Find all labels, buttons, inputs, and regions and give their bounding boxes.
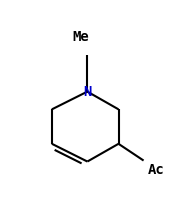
Text: Me: Me: [72, 30, 89, 45]
Text: N: N: [83, 85, 92, 99]
Text: Ac: Ac: [147, 163, 164, 177]
